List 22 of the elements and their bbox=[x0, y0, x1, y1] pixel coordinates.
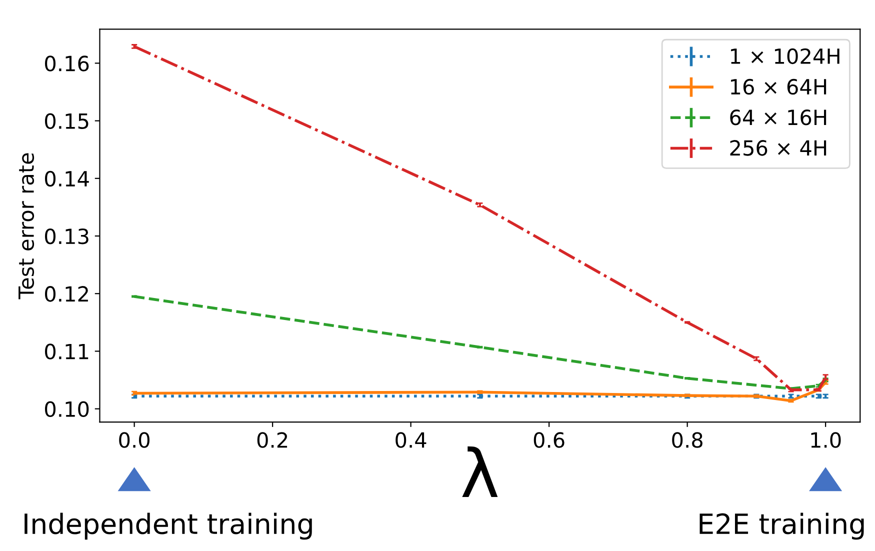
y-tick-label: 0.15 bbox=[45, 113, 88, 130]
x-tick-label: 0.2 bbox=[257, 432, 288, 448]
text: E2E training bbox=[700, 512, 864, 540]
x-tick-label: 0.0 bbox=[119, 432, 150, 448]
y-tick-label: 0.16 bbox=[45, 56, 89, 72]
x-tick-label: 0.8 bbox=[672, 432, 702, 448]
legend-label: 64 × 16H bbox=[730, 109, 826, 126]
line-series bbox=[132, 380, 827, 402]
text: Independent training bbox=[24, 512, 312, 540]
x-tick-label: 0.6 bbox=[534, 432, 564, 448]
x-axis-title: λ bbox=[462, 446, 498, 498]
y-tick-label: 0.11 bbox=[45, 344, 88, 360]
y-tick-label: 0.14 bbox=[45, 170, 89, 187]
legend-label: 1 × 1024H bbox=[731, 48, 840, 64]
x-tick-label: 1.0 bbox=[811, 432, 841, 448]
y-axis-title: Test error rate bbox=[18, 153, 34, 300]
y-tick-label: 0.10 bbox=[45, 401, 89, 418]
legend-label: 16 × 64H bbox=[731, 78, 826, 95]
y-tick-label: 0.13 bbox=[45, 228, 88, 244]
legend-label: 256 × 4H bbox=[730, 140, 826, 156]
y-tick-label: 0.12 bbox=[45, 286, 88, 302]
x-tick-label: 0.4 bbox=[396, 432, 426, 448]
